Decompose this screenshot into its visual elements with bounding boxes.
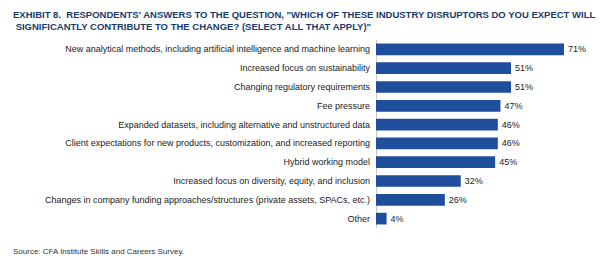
svg-text:71%: 71% bbox=[568, 44, 586, 54]
svg-text:Expanded datasets, including a: Expanded datasets, including alternative… bbox=[118, 120, 370, 130]
svg-text:New analytical methods, includ: New analytical methods, including artifi… bbox=[65, 44, 370, 54]
svg-text:Fee pressure: Fee pressure bbox=[317, 101, 370, 111]
svg-text:47%: 47% bbox=[504, 101, 522, 111]
svg-text:Hybrid working model: Hybrid working model bbox=[283, 157, 370, 167]
svg-text:32%: 32% bbox=[465, 176, 483, 186]
svg-text:EXHIBIT 8. RESPONDENTS' ANSWE: EXHIBIT 8. RESPONDENTS' ANSWERS TO THE Q… bbox=[13, 9, 595, 20]
svg-text:Changes in company funding app: Changes in company funding approaches/st… bbox=[45, 195, 370, 205]
svg-text:Source: CFA Institute Skills a: Source: CFA Institute Skills and Careers… bbox=[13, 247, 184, 256]
svg-text:Changing regulatory requiremen: Changing regulatory requirements bbox=[234, 82, 371, 92]
svg-text:Increased focus on sustainabil: Increased focus on sustainability bbox=[240, 63, 371, 73]
svg-text:Client expectations for new pr: Client expectations for new products, cu… bbox=[65, 138, 370, 148]
svg-text:SIGNIFICANTLY CONTRIBUTE TO TH: SIGNIFICANTLY CONTRIBUTE TO THE CHANGE? … bbox=[13, 21, 371, 32]
svg-text:46%: 46% bbox=[502, 120, 520, 130]
svg-text:Increased focus on diversity,: Increased focus on diversity, equity, an… bbox=[173, 176, 370, 186]
svg-text:Other: Other bbox=[347, 214, 370, 224]
svg-text:51%: 51% bbox=[515, 82, 533, 92]
svg-text:26%: 26% bbox=[449, 195, 467, 205]
svg-text:46%: 46% bbox=[502, 138, 520, 148]
svg-text:4%: 4% bbox=[391, 214, 404, 224]
svg-text:51%: 51% bbox=[515, 63, 533, 73]
svg-text:45%: 45% bbox=[499, 157, 517, 167]
